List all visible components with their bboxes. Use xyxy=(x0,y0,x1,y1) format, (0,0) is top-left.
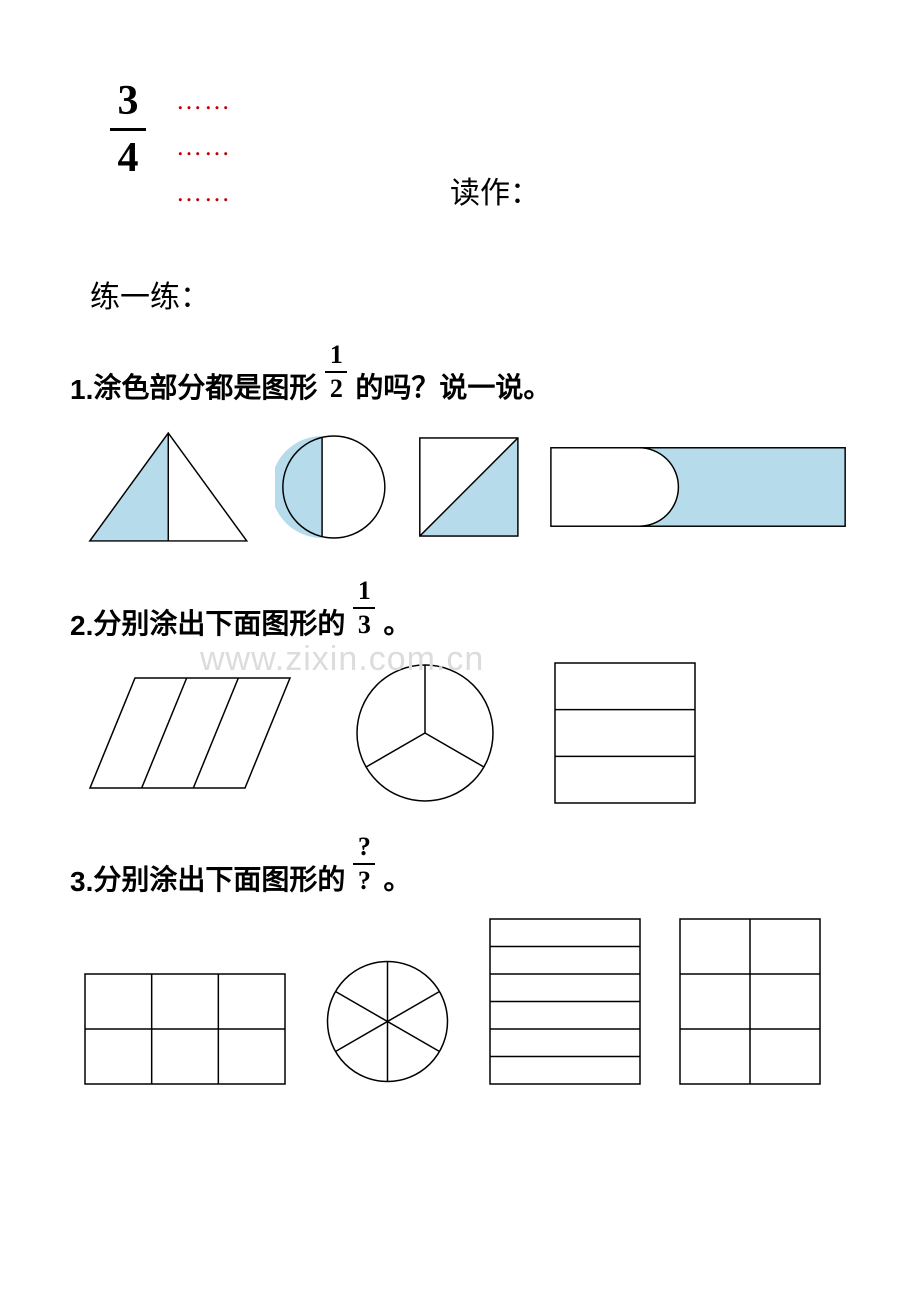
fraction-1-2: 1 2 xyxy=(325,342,347,402)
fraction-bar xyxy=(353,607,375,609)
numerator: 1 xyxy=(330,342,343,368)
dots-line: …… xyxy=(176,178,232,208)
circle-thirds-shape xyxy=(350,658,500,808)
question-3: 3. 分别涂出下面图形的 ? ? 。 xyxy=(70,838,850,898)
fraction-bar xyxy=(353,863,375,865)
q3-text-pre: 分别涂出下面图形的 xyxy=(93,858,345,898)
fraction-3-4: 3 4 xyxy=(110,80,146,179)
grid-3x2-shape xyxy=(675,914,825,1089)
q1-text-post: 的吗？说一说。 xyxy=(355,366,551,406)
practice-heading: 练一练： xyxy=(90,272,850,316)
rect-6rows-shape xyxy=(485,914,645,1089)
dots-line: …… xyxy=(176,132,232,162)
q3-text-post: 。 xyxy=(383,858,411,898)
numerator: 1 xyxy=(358,578,371,604)
q2-text-pre: 分别涂出下面图形的 xyxy=(93,602,345,642)
denominator: ? xyxy=(358,868,371,894)
read-as-label: 读作： xyxy=(450,168,850,212)
fraction-1-3: 1 3 xyxy=(353,578,375,638)
denominator: 4 xyxy=(118,137,139,179)
q2-shapes xyxy=(80,658,850,808)
q3-shapes xyxy=(80,914,850,1089)
denominator: 2 xyxy=(330,376,343,402)
circle-offcenter-shape xyxy=(275,427,393,547)
square-diag-shape xyxy=(410,427,528,547)
q2-number: 2. xyxy=(70,610,93,642)
grid-2x3-shape xyxy=(80,969,290,1089)
q1-number: 1. xyxy=(70,374,93,406)
denominator: 3 xyxy=(358,612,371,638)
dots-line: …… xyxy=(176,86,232,116)
q3-number: 3. xyxy=(70,866,93,898)
fraction-unknown: ? ? xyxy=(353,834,375,894)
parallelogram-thirds-shape xyxy=(80,668,300,798)
rect-arc-shape xyxy=(546,442,850,532)
dots-column: …… …… …… xyxy=(176,80,232,208)
fraction-bar xyxy=(110,128,146,131)
q2-text-post: 。 xyxy=(383,602,411,642)
question-1: 1. 涂色部分都是图形 1 2 的吗？说一说。 xyxy=(70,346,850,406)
circle-sixths-shape xyxy=(320,954,455,1089)
square-3rows-shape xyxy=(550,658,700,808)
triangle-half-shape xyxy=(80,422,257,552)
numerator: 3 xyxy=(118,80,139,122)
question-2: 2. 分别涂出下面图形的 1 3 。 xyxy=(70,582,850,642)
fraction-bar xyxy=(325,371,347,373)
q1-text-pre: 涂色部分都是图形 xyxy=(93,366,317,406)
numerator: ? xyxy=(358,834,371,860)
q1-shapes xyxy=(80,422,850,552)
